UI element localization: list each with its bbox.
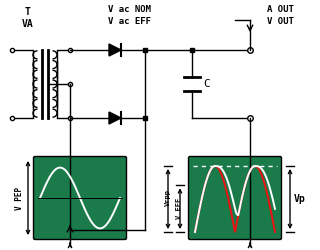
Text: V ac NOM: V ac NOM [108,6,151,15]
Text: C: C [203,79,210,89]
Text: V EFF: V EFF [176,198,182,219]
Text: Vrpp: Vrpp [165,188,171,206]
Text: V PEP: V PEP [14,186,23,210]
Text: V ac EFF: V ac EFF [108,18,151,26]
Text: A OUT: A OUT [267,6,293,15]
Text: VA: VA [22,19,34,29]
FancyBboxPatch shape [188,156,282,240]
Text: Vp: Vp [294,194,306,204]
Polygon shape [109,44,121,56]
Text: V OUT: V OUT [267,18,293,26]
Text: T: T [25,7,31,17]
Polygon shape [109,112,121,124]
FancyBboxPatch shape [34,156,126,240]
